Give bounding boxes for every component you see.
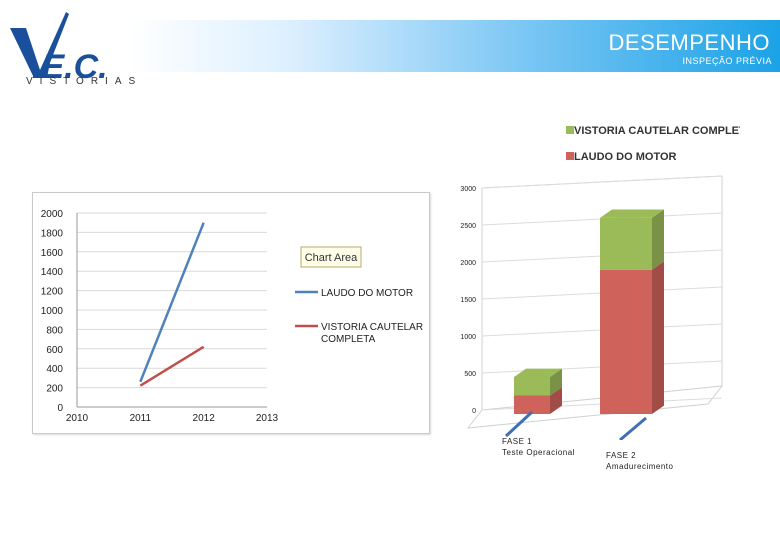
bar-chart-svg: 0 500 1000 1500 2000 2500 3000 VISTORIA CAUTELA… (460, 125, 753, 442)
y-tick-label: 500 (464, 371, 476, 378)
page-subtitle: INSPEÇÃO PRÉVIA (682, 56, 772, 66)
y-tick-label: 1000 (41, 306, 64, 317)
bar-2-top (600, 209, 664, 218)
legend-label-1: LAUDO DO MOTOR (321, 288, 413, 299)
line-chart: 0 200 400 600 800 1000 1200 1400 1600 1800 2000 201… (32, 192, 430, 434)
chart-area-tooltip: Chart Area (300, 246, 362, 268)
y-tick-label: 800 (46, 325, 63, 336)
fase-1-note: Teste Operacional (502, 448, 575, 457)
y-tick-label: 1400 (41, 267, 64, 278)
series-line-2 (139, 345, 205, 387)
series-line-1 (139, 222, 205, 383)
y-tick-label: 1600 (41, 248, 64, 259)
y-tick-label: 200 (46, 384, 63, 395)
y-tick-label: 1500 (460, 297, 476, 304)
callout-line-2 (619, 416, 647, 442)
x-tick-label: 2010 (66, 413, 89, 424)
page-title: DESEMPENHO (608, 30, 770, 55)
legend-swatch (566, 126, 574, 134)
bar-1-top (514, 368, 562, 377)
bar-chart: 0 500 1000 1500 2000 2500 3000 VISTORIA CAUTELA… (440, 110, 753, 442)
bar-2-segment-1 (600, 269, 652, 414)
legend-label-2: VISTORIA CAUTELAR (321, 322, 423, 333)
fase-2-note: Amadurecimento (606, 462, 674, 471)
x-tick-label: 2011 (130, 413, 152, 424)
x-tick-label: 2012 (193, 413, 216, 424)
bar-1-side-2 (550, 368, 562, 396)
y-tick-label: 600 (46, 345, 63, 356)
callout-line-1 (504, 410, 534, 438)
header-band (128, 20, 780, 72)
y-tick-label: 3000 (460, 186, 476, 193)
tooltip-text: Chart Area (305, 252, 358, 264)
y-tick-label: 2500 (460, 223, 476, 230)
fase-1-label: FASE 1 Teste Operacional (502, 436, 575, 458)
fase-2-name: FASE 2 (606, 451, 637, 460)
y-tick-label: 400 (46, 364, 63, 375)
bar-2-side-2 (652, 209, 664, 270)
logo-tagline: VISTORIAS (26, 76, 143, 87)
y-tick-label: 1200 (41, 287, 64, 298)
y-tick-label: 0 (57, 403, 63, 414)
bar-1-side-1 (550, 387, 562, 414)
bar-1-segment-2 (514, 377, 550, 396)
tooltip-box (300, 246, 362, 268)
floor (466, 385, 724, 429)
legend-label: LAUDO DO MOTOR (574, 151, 677, 163)
fase-1-name: FASE 1 (502, 437, 533, 446)
legend-label-2: COMPLETA (321, 334, 376, 345)
bar-1-segment-1 (514, 395, 550, 414)
legend-label: VISTORIA CAUTELAR COMPLETA (574, 125, 740, 137)
legend-swatch (566, 152, 574, 160)
y-tick-label: 2000 (41, 209, 64, 220)
y-tick-label: 2000 (460, 260, 476, 267)
gridline (481, 175, 723, 189)
line-chart-svg: 0 200 400 600 800 1000 1200 1400 1600 1800 2000 201… (41, 209, 423, 424)
y-tick-label: 0 (472, 408, 476, 415)
y-tick-label: 1000 (460, 334, 476, 341)
svg-text:.E.C.: .E.C. (32, 48, 108, 86)
bar-2-side-1 (652, 261, 664, 414)
bar-2-segment-2 (600, 217, 652, 270)
y-tick-label: 1800 (41, 228, 64, 239)
vec-logo: .E.C. (10, 12, 108, 86)
x-tick-label: 2013 (256, 413, 279, 424)
fase-2-label: FASE 2 Amadurecimento (606, 450, 673, 472)
